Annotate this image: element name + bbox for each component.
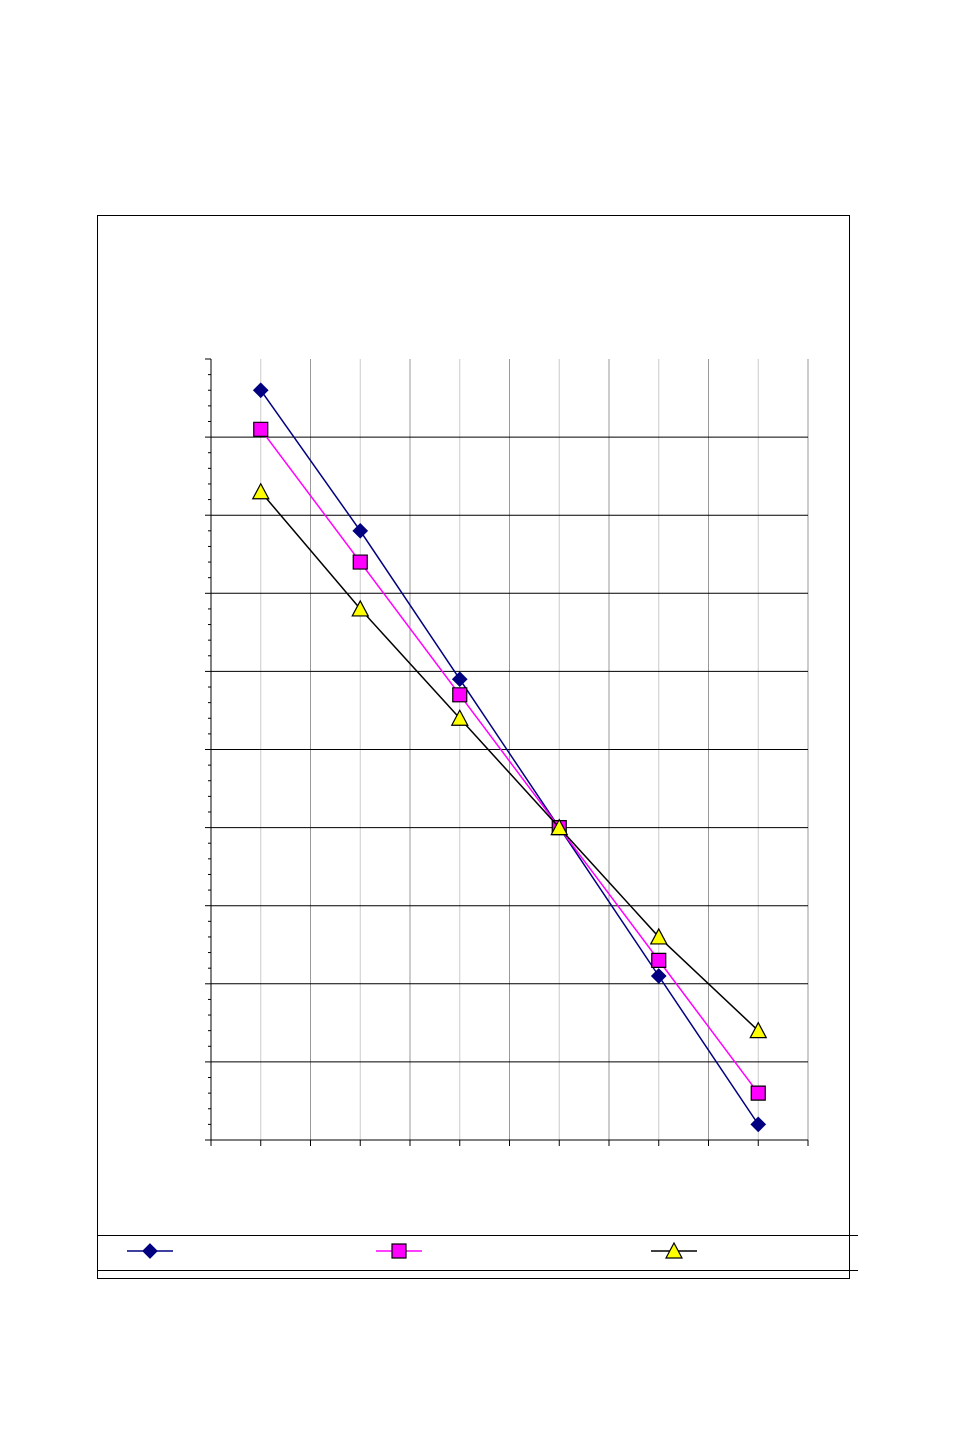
marker [750,1116,767,1133]
marker [650,968,667,984]
marker [352,522,369,539]
legend-marker [142,1243,158,1259]
series-line [260,389,759,1125]
marker [252,382,269,399]
chart-frame [97,215,850,1279]
marker [550,818,569,836]
marker [452,687,468,703]
marker [351,599,370,617]
marker [352,554,368,570]
marker [750,1085,766,1101]
legend-marker [391,1243,407,1259]
marker [451,671,468,688]
legend-marker [665,1241,683,1259]
marker [651,952,667,968]
marker [450,708,469,726]
marker [251,482,270,500]
marker [649,927,668,945]
marker [749,1021,768,1039]
marker [253,421,269,437]
series-line [260,428,759,1094]
series-line [260,491,759,1032]
